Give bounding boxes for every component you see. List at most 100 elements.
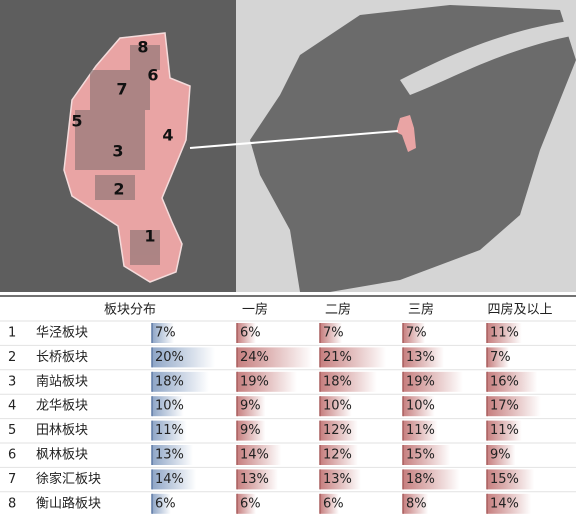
value-label: 18% <box>323 374 352 389</box>
row-name: 长桥板块 <box>36 350 88 365</box>
row-index: 5 <box>8 423 16 438</box>
value-label: 13% <box>155 448 184 463</box>
data-bar <box>487 347 510 368</box>
data-bar <box>152 469 197 490</box>
map-label: 1 <box>144 227 155 246</box>
data-bar <box>487 445 516 465</box>
value-label: 6% <box>323 496 344 511</box>
data-bar <box>487 469 535 490</box>
data-bar <box>403 323 426 343</box>
value-label: 8% <box>406 496 427 511</box>
data-bar <box>152 396 184 417</box>
value-label: 10% <box>155 399 184 414</box>
data-bar <box>237 396 266 417</box>
data-bar <box>403 469 460 490</box>
data-bar <box>320 493 339 514</box>
row-name: 枫林板块 <box>36 448 88 463</box>
column-header: 四房及以上 <box>487 302 552 318</box>
data-bar <box>237 323 256 343</box>
value-label: 10% <box>323 399 352 414</box>
value-label: 7% <box>490 350 511 365</box>
value-label: 24% <box>240 350 269 365</box>
river <box>400 20 576 95</box>
data-bar <box>487 493 532 514</box>
data-bar <box>320 420 358 441</box>
value-label: 18% <box>406 472 435 487</box>
row-index: 2 <box>8 350 16 365</box>
value-label: 13% <box>240 472 269 487</box>
map-label: 3 <box>112 142 123 161</box>
value-label: 17% <box>490 399 519 414</box>
value-label: 7% <box>155 326 176 341</box>
data-bar <box>237 493 256 514</box>
value-label: 19% <box>406 374 435 389</box>
value-label: 6% <box>240 496 261 511</box>
data-bar <box>152 445 193 465</box>
data-bar <box>320 371 377 392</box>
column-header: 一房 <box>242 302 268 318</box>
data-bar <box>152 420 187 441</box>
value-label: 13% <box>323 472 352 487</box>
map-label: 7 <box>116 80 127 99</box>
row-name: 龙华板块 <box>36 399 88 414</box>
value-label: 16% <box>490 374 519 389</box>
data-bar <box>237 347 313 368</box>
connector <box>189 130 399 149</box>
value-label: 7% <box>323 326 344 341</box>
data-bar <box>152 493 171 514</box>
column-header: 二房 <box>325 302 351 318</box>
data-bar <box>320 396 352 417</box>
data-bar <box>320 469 361 490</box>
row-name: 华泾板块 <box>36 326 88 341</box>
row-index: 4 <box>8 399 16 414</box>
value-label: 12% <box>323 423 352 438</box>
data-bar <box>237 445 282 465</box>
data-bar <box>320 347 387 368</box>
value-label: 18% <box>155 374 184 389</box>
column-header: 板块分布 <box>104 303 156 318</box>
row-index: 7 <box>8 472 16 487</box>
data-bar <box>403 371 463 392</box>
row-index: 3 <box>8 374 16 389</box>
data-bar <box>487 371 538 392</box>
data-bar <box>237 371 297 392</box>
map-label: 6 <box>147 66 158 85</box>
value-label: 13% <box>406 350 435 365</box>
data-bar <box>487 396 541 417</box>
value-label: 11% <box>155 423 184 438</box>
map-label: 2 <box>113 180 124 199</box>
row-index: 8 <box>8 496 16 511</box>
map-label: 5 <box>71 112 82 131</box>
value-label: 10% <box>406 399 435 414</box>
data-bar <box>403 420 438 441</box>
value-label: 7% <box>406 326 427 341</box>
value-label: 6% <box>155 496 176 511</box>
value-label: 9% <box>240 399 261 414</box>
value-label: 6% <box>240 326 261 341</box>
data-bar <box>487 323 522 343</box>
data-bar <box>403 493 429 514</box>
value-label: 11% <box>406 423 435 438</box>
value-label: 20% <box>155 350 184 365</box>
district-locator <box>396 115 416 152</box>
row-index: 6 <box>8 448 16 463</box>
value-label: 9% <box>490 448 511 463</box>
column-header: 三房 <box>408 302 434 318</box>
value-label: 11% <box>490 423 519 438</box>
data-bar <box>320 445 358 465</box>
value-label: 11% <box>490 326 519 341</box>
row-name: 徐家汇板块 <box>36 471 101 487</box>
row-index: 1 <box>8 326 16 341</box>
value-label: 14% <box>155 472 184 487</box>
map-label: 8 <box>137 38 148 57</box>
value-label: 19% <box>240 374 269 389</box>
value-label: 14% <box>240 448 269 463</box>
value-label: 21% <box>323 350 352 365</box>
data-bar <box>403 347 444 368</box>
data-bar <box>237 420 266 441</box>
row-name: 衡山路板块 <box>36 495 101 511</box>
value-label: 12% <box>323 448 352 463</box>
data-bar <box>487 420 522 441</box>
data-bar <box>403 445 451 465</box>
